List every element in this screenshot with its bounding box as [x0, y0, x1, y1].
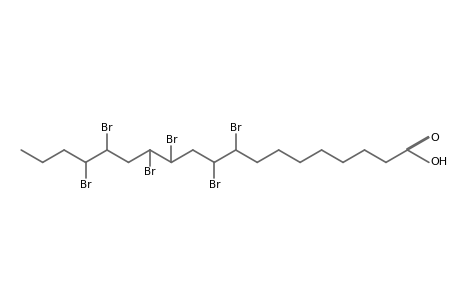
Text: Br: Br: [165, 135, 177, 145]
Text: Br: Br: [230, 123, 241, 133]
Text: Br: Br: [80, 180, 91, 190]
Text: OH: OH: [430, 158, 447, 167]
Text: O: O: [430, 133, 438, 142]
Text: Br: Br: [101, 123, 112, 133]
Text: Br: Br: [144, 167, 155, 177]
Text: Br: Br: [208, 180, 219, 190]
